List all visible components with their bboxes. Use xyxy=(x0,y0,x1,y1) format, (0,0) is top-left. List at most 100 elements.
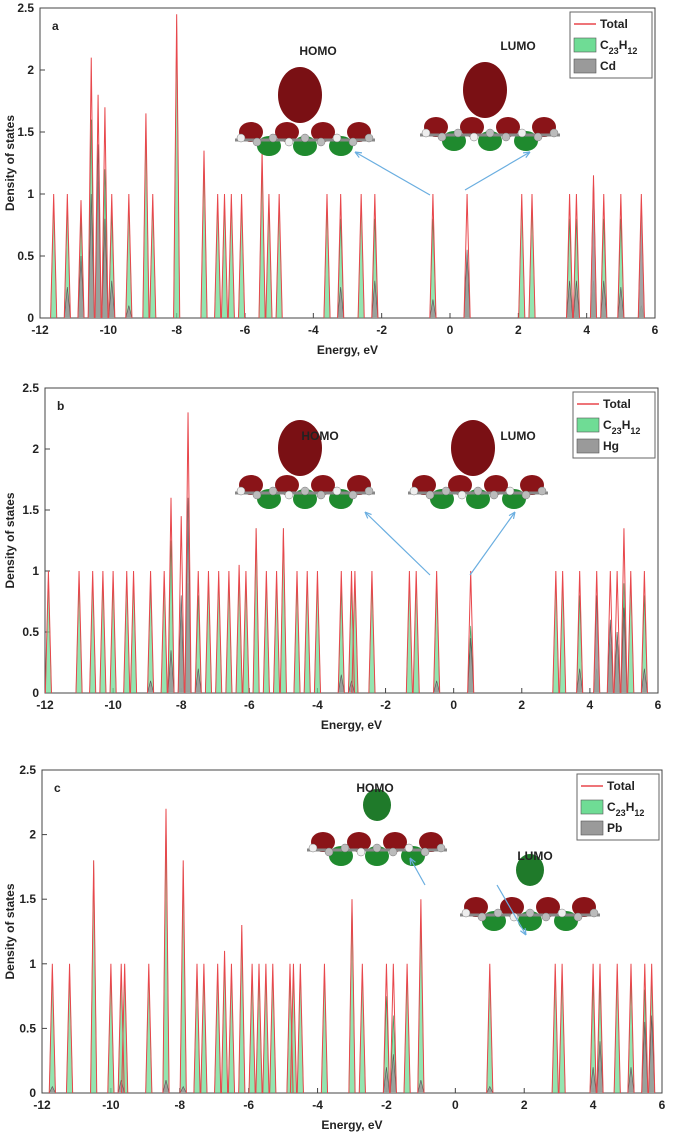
orbital-lobe xyxy=(275,475,299,495)
x-tick-label: -2 xyxy=(380,698,391,712)
atom xyxy=(372,843,382,853)
total-peak xyxy=(142,113,150,319)
dos-peak xyxy=(63,286,71,319)
total-peak xyxy=(99,570,107,694)
atom xyxy=(308,843,318,853)
legend-swatch xyxy=(576,417,600,433)
y-tick-label: 1.5 xyxy=(19,892,36,906)
total-peak xyxy=(275,193,283,319)
total-peak xyxy=(637,193,645,319)
atom xyxy=(501,132,511,142)
total-peak xyxy=(613,570,621,694)
orbital-label: LUMO xyxy=(500,429,535,443)
atom xyxy=(236,486,246,496)
total-peak xyxy=(238,925,246,1094)
y-tick-label: 2 xyxy=(29,828,36,842)
x-tick-label: 2 xyxy=(521,1098,528,1112)
atom xyxy=(348,137,358,147)
y-tick-label: 0 xyxy=(29,1086,36,1100)
dos-peak xyxy=(162,1080,170,1094)
dos-peak xyxy=(101,218,109,319)
arrow-head xyxy=(522,151,531,158)
atom xyxy=(469,132,479,142)
y-tick-label: 2.5 xyxy=(17,1,34,15)
atom xyxy=(477,912,487,922)
total-peak xyxy=(596,963,604,1094)
total-peak xyxy=(348,899,356,1094)
total-peak xyxy=(107,963,115,1094)
total-peak xyxy=(358,963,366,1094)
atom xyxy=(324,847,334,857)
x-tick-label: 0 xyxy=(450,698,457,712)
orbital-lobe xyxy=(516,854,544,886)
total-peak xyxy=(145,963,153,1094)
total-peak xyxy=(313,570,322,694)
total-peak xyxy=(129,570,138,694)
atom xyxy=(457,490,467,500)
total-peak xyxy=(566,193,574,319)
total-peak xyxy=(351,570,359,694)
total-peak xyxy=(320,963,329,1094)
total-peak xyxy=(65,963,74,1094)
dos-peak xyxy=(179,1085,187,1094)
total-peak xyxy=(337,570,345,694)
atom xyxy=(485,128,495,138)
atom xyxy=(236,133,246,143)
total-peak xyxy=(403,963,411,1094)
atom xyxy=(473,486,483,496)
orbital-lobe xyxy=(347,832,371,852)
y-tick-label: 1 xyxy=(29,957,36,971)
total-peak xyxy=(412,570,420,694)
atom xyxy=(316,490,326,500)
legend-swatch xyxy=(576,438,600,454)
orbital-lobe xyxy=(363,789,391,821)
total-peak xyxy=(90,860,98,1094)
atom xyxy=(404,843,414,853)
dos-peak xyxy=(486,1085,494,1094)
atom xyxy=(340,843,350,853)
atom xyxy=(409,486,419,496)
atom xyxy=(533,132,543,142)
x-tick-label: -10 xyxy=(100,323,118,337)
dos-peak xyxy=(147,680,154,694)
x-tick-label: 4 xyxy=(590,1098,597,1112)
atom xyxy=(436,843,446,853)
dos-peak xyxy=(87,193,95,319)
dos-peak xyxy=(383,1067,390,1094)
total-peak xyxy=(382,963,391,1094)
total-peak xyxy=(101,107,109,319)
total-peak xyxy=(589,963,597,1094)
molecule-render xyxy=(307,789,447,866)
orbital-lobe xyxy=(275,122,299,142)
dos-peak xyxy=(389,1054,397,1094)
dos-peak xyxy=(337,286,345,319)
total-peak xyxy=(433,570,441,694)
total-peak xyxy=(613,963,621,1094)
x-axis-title: Energy, eV xyxy=(321,1118,382,1132)
total-peak xyxy=(173,14,181,319)
total-peak xyxy=(593,570,601,694)
orbital-lobe xyxy=(311,475,335,495)
legend-label: Cd xyxy=(600,59,616,73)
atom xyxy=(316,137,326,147)
total-peak xyxy=(193,963,201,1094)
total-peak xyxy=(227,963,236,1094)
total-peak xyxy=(641,963,649,1094)
atom xyxy=(453,128,463,138)
total-peak xyxy=(368,570,376,694)
y-tick-label: 0 xyxy=(32,686,39,700)
total-peak xyxy=(123,570,131,694)
orbital-lobe xyxy=(500,897,524,917)
total-peak xyxy=(589,175,598,319)
total-peak xyxy=(289,963,298,1094)
x-axis-title: Energy, eV xyxy=(317,343,378,357)
total-peak xyxy=(273,570,281,694)
total-peak xyxy=(89,570,97,694)
total-peak xyxy=(200,963,208,1094)
atom xyxy=(348,490,358,500)
total-peak xyxy=(486,963,494,1094)
total-peak xyxy=(75,570,83,694)
panel-label: a xyxy=(52,19,59,33)
total-peak xyxy=(162,808,170,1094)
